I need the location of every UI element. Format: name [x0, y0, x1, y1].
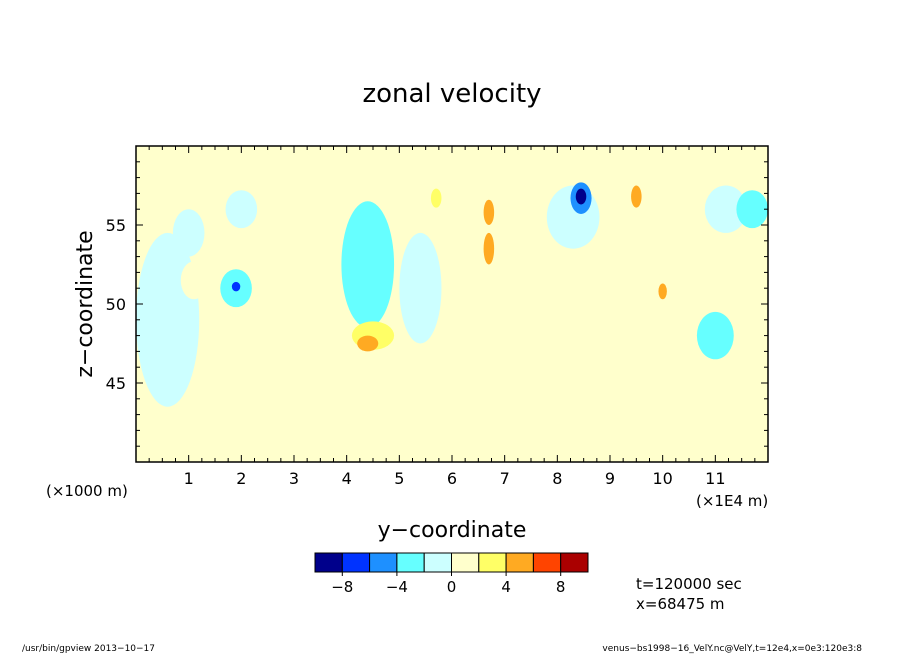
contour-cell — [225, 229, 258, 268]
contour-cell — [294, 256, 358, 352]
footer-left: /usr/bin/gpview 2013−10−17 — [22, 644, 155, 654]
contour-cell — [341, 201, 395, 328]
contour-cell — [633, 220, 671, 278]
y-tick-label: 45 — [106, 374, 126, 393]
contour-cell — [631, 185, 642, 208]
x-axis-label: y−coordinate — [378, 518, 527, 543]
x-tick-label: 11 — [705, 469, 725, 488]
colorbar-tick-label: 8 — [556, 578, 566, 596]
contour-cell — [430, 188, 442, 208]
x-tick-label: 5 — [394, 469, 404, 488]
y-tick-label: 55 — [106, 216, 126, 235]
x-axis: 1 2 3 4 5 6 7 8 9 10 11 — [135, 146, 769, 488]
time-annotation: t=120000 sec — [636, 575, 742, 593]
colorbar-swatch — [451, 552, 480, 573]
colorbar-swatch — [478, 552, 507, 573]
colorbar: −8 −4 0 4 8 — [314, 552, 589, 596]
contour-cell — [136, 232, 200, 407]
x-tick-label: 7 — [500, 469, 510, 488]
x-tick-label: 4 — [342, 469, 352, 488]
colorbar-tick-label: −8 — [331, 578, 353, 596]
contour-cell — [225, 190, 258, 229]
x-tick-label: 1 — [184, 469, 194, 488]
colorbar-tick-label: 0 — [447, 578, 457, 596]
plot-area — [136, 146, 768, 462]
contour-cell — [180, 261, 208, 300]
colorbar-tick-label: −4 — [386, 578, 408, 596]
x-tick-label: 2 — [236, 469, 246, 488]
y-axis: 45 50 55 — [106, 145, 768, 463]
footer-right: venus−bs1998−16_VelY.nc@VelY,t=12e4,x=0e… — [602, 644, 862, 654]
contour-cell — [658, 283, 667, 300]
colorbar-swatch — [341, 552, 371, 573]
colorbar-swatch — [423, 552, 453, 573]
x-tick-label: 9 — [605, 469, 615, 488]
colorbar-swatch — [314, 552, 343, 573]
x-tick-label: 6 — [447, 469, 457, 488]
contour-cell — [696, 311, 734, 360]
contour-cell — [483, 232, 495, 265]
colorbar-tick-label: 4 — [501, 578, 511, 596]
y-axis-label: z−coordinate — [73, 230, 98, 377]
contour-cell — [483, 199, 495, 225]
x-tick-label: 10 — [652, 469, 672, 488]
chart-title: zonal velocity — [362, 79, 541, 109]
x-unit-left: (×1000 m) — [46, 482, 128, 500]
colorbar-swatch — [532, 552, 562, 573]
position-annotation: x=68475 m — [636, 595, 725, 613]
contour-cell — [231, 281, 241, 292]
contour-cell — [172, 209, 205, 257]
contour-cell — [520, 304, 574, 352]
colorbar-swatch — [396, 552, 425, 573]
contour-cell — [704, 185, 747, 233]
colorbar-swatch — [505, 552, 534, 573]
contour-cell — [399, 232, 442, 344]
x-tick-label: 8 — [552, 469, 562, 488]
x-unit-right: (×1E4 m) — [696, 492, 768, 510]
contour-cell — [736, 190, 768, 229]
y-tick-label: 50 — [106, 295, 126, 314]
contour-cell — [610, 296, 653, 344]
contour-cells — [136, 182, 768, 407]
colorbar-swatch — [560, 552, 589, 573]
x-tick-label: 3 — [289, 469, 299, 488]
contour-cell — [357, 335, 379, 352]
colorbar-swatch — [369, 552, 398, 573]
contour-cell — [575, 188, 587, 205]
